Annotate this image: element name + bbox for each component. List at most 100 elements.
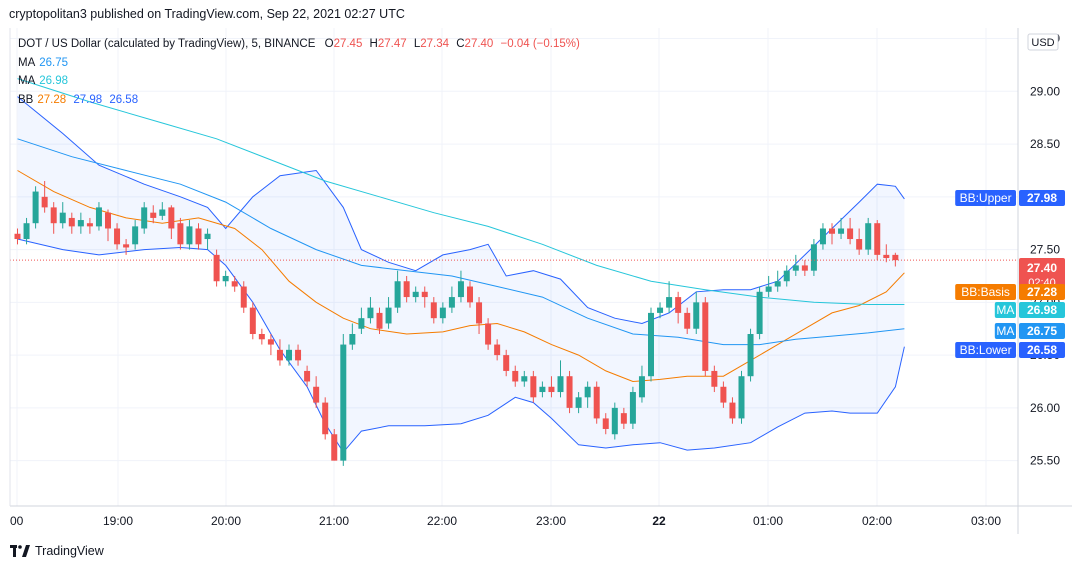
open-label: O [324, 38, 334, 50]
candle-body [249, 307, 256, 335]
candle-body [186, 226, 193, 245]
candle [467, 281, 473, 308]
candle-body [557, 376, 564, 393]
candle-body [240, 286, 247, 308]
candle [421, 286, 428, 308]
candle [41, 181, 48, 213]
candle-body [485, 323, 492, 345]
bb-row[interactable]: BB 27.28 27.98 26.58 [18, 91, 580, 110]
candle [602, 413, 609, 435]
candle-body [539, 386, 546, 393]
high-label: H [369, 38, 378, 50]
candle [629, 386, 636, 429]
candle-body [847, 228, 854, 240]
candle-body [295, 349, 302, 361]
y-tick-label: 27.50 [1030, 243, 1060, 257]
candle-body [177, 223, 184, 245]
candle [838, 217, 845, 240]
candle-body [838, 228, 845, 234]
candle [177, 217, 184, 250]
candle [575, 392, 582, 414]
chart-legend: DOT / US Dollar (calculated by TradingVi… [18, 35, 580, 109]
candle [847, 217, 854, 245]
candle-body [874, 223, 881, 255]
candle-body [385, 307, 392, 324]
candle-body [584, 386, 591, 398]
close-value: 27.40 [464, 38, 494, 50]
x-tick-label: 23:00 [536, 514, 566, 528]
candle-body [86, 223, 93, 227]
marker-value-box [1019, 323, 1065, 339]
line-bb-basis [17, 170, 905, 383]
marker-label: BB:Lower [960, 343, 1012, 357]
bb-upper-value: 27.98 [73, 93, 103, 106]
marker-label-box [994, 323, 1016, 339]
candle-body [702, 302, 709, 371]
candle [476, 297, 483, 335]
x-tick-label: 20:00 [211, 514, 241, 528]
candle [792, 254, 799, 276]
price-marker: 27.28 BB:Basis [955, 284, 1065, 300]
candle-body [159, 209, 166, 216]
candle [376, 307, 383, 335]
candle-body [711, 370, 718, 387]
line-ma-fast [17, 138, 905, 346]
close-label: C [456, 38, 465, 50]
marker-label-box [994, 302, 1016, 318]
candle-body [403, 281, 410, 298]
candle [865, 217, 872, 255]
bb-basis-value: 27.28 [37, 93, 67, 106]
footer-brand[interactable]: TradingView [10, 544, 104, 558]
candle [638, 365, 645, 403]
y-tick-label: 29.00 [1030, 84, 1060, 98]
candle [856, 228, 863, 255]
candle [412, 286, 419, 303]
candle [548, 376, 555, 398]
candle-body [747, 334, 754, 377]
candle [267, 334, 274, 356]
candle-body [638, 376, 645, 398]
candle [258, 328, 265, 345]
marker-value-box [1019, 190, 1065, 206]
candle [367, 297, 374, 324]
candle-body [575, 397, 582, 408]
candle-body [168, 207, 175, 229]
candle-body [77, 220, 84, 227]
candle-body [657, 307, 664, 313]
candle-body [322, 402, 329, 435]
ma-slow-row[interactable]: MA 26.98 [18, 72, 580, 91]
candle-body [95, 207, 102, 227]
candle [340, 334, 347, 466]
publisher-line: cryptopolitan3 published on TradingView.… [9, 7, 405, 21]
candle-body [810, 244, 817, 271]
candle-body [286, 349, 292, 361]
candle-body [530, 376, 537, 398]
low-value: 27.34 [420, 38, 450, 50]
candle-body [32, 191, 39, 224]
candle [141, 202, 148, 234]
marker-label: MA [996, 303, 1014, 317]
candle-body [394, 281, 401, 308]
candle-body [883, 254, 890, 259]
candle [774, 270, 781, 292]
line-bb-upper [17, 96, 905, 325]
currency-badge: USD [1027, 33, 1059, 51]
candle [322, 397, 329, 440]
marker-value-box [1019, 258, 1065, 290]
candle [105, 209, 111, 242]
bb-lower-value: 26.58 [109, 93, 139, 106]
candle [892, 252, 899, 267]
line-ma-slow [17, 78, 905, 305]
candle-body [729, 402, 736, 419]
x-tick-label: 02:00 [862, 514, 892, 528]
candle-body [666, 297, 673, 308]
candle-body [801, 265, 808, 271]
candle [584, 381, 591, 408]
candle [304, 365, 311, 387]
candle-body [892, 254, 899, 261]
ma-fast-row[interactable]: MA 26.75 [18, 54, 580, 73]
marker-value-box [1019, 284, 1065, 300]
